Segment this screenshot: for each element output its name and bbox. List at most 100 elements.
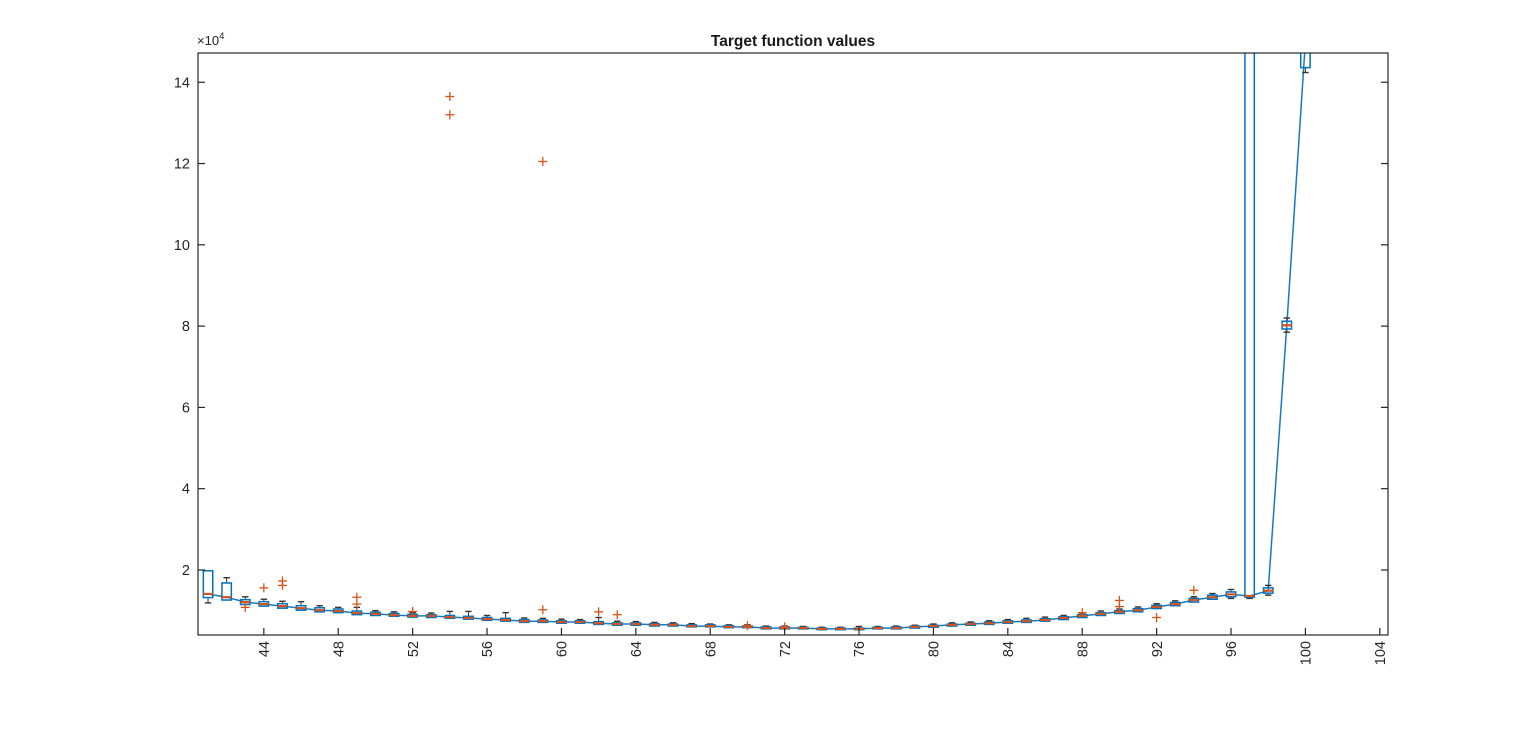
boxplot-group [909, 624, 921, 629]
boxplot-group [500, 611, 512, 622]
exponent-base: ×10 [197, 33, 219, 48]
boxplot-group [295, 600, 307, 611]
x-tick-label: 60 [555, 641, 571, 657]
x-tick-label: 76 [852, 641, 868, 657]
y-tick-label: 10 [174, 238, 190, 254]
boxplot-group [704, 623, 716, 628]
outlier-marker [1114, 595, 1124, 605]
plot-data-layer [202, 53, 1311, 632]
y-tick-label: 4 [182, 482, 190, 498]
boxplot-group [369, 609, 381, 617]
outlier-marker [408, 606, 418, 616]
outlier-marker [445, 91, 455, 101]
boxplot-group [202, 570, 214, 604]
x-tick-label: 80 [927, 641, 943, 657]
boxplot-group [276, 600, 288, 609]
boxplot-group [1262, 584, 1274, 596]
boxplot-group [946, 622, 958, 627]
x-tick-label: 88 [1075, 641, 1091, 657]
boxplot-group [611, 620, 623, 626]
boxplot-group [1132, 606, 1144, 613]
boxplot-group [555, 618, 567, 624]
boxplot-group [1299, 53, 1311, 74]
x-tick-label: 84 [1001, 641, 1017, 657]
y-tick-label: 8 [182, 319, 190, 335]
boxplot-group [388, 611, 400, 618]
box [221, 582, 233, 601]
outlier-marker [594, 607, 604, 617]
boxplot-group [351, 606, 363, 616]
boxplot-group [1281, 317, 1293, 333]
boxplot-group [314, 605, 326, 613]
outlier-marker [538, 157, 548, 167]
x-tick-label: 96 [1224, 641, 1240, 657]
box [1244, 53, 1256, 598]
boxplot-group [648, 621, 660, 627]
boxplot-group [221, 576, 233, 601]
x-tick-label: 104 [1373, 641, 1389, 665]
plot-border [197, 52, 1389, 636]
y-tick-label: 12 [174, 157, 190, 173]
boxplot-group [537, 617, 549, 624]
exponent-power: 4 [219, 31, 224, 42]
outlier-marker [1189, 585, 1199, 595]
boxplot-group [425, 612, 437, 619]
outlier-marker [1152, 613, 1162, 623]
outlier-marker [742, 621, 752, 631]
chart-title: Target function values [711, 33, 875, 50]
outlier-marker [612, 610, 622, 620]
outlier-marker [259, 583, 269, 593]
x-tick-label: 52 [406, 641, 422, 657]
x-tick-label: 92 [1150, 641, 1166, 657]
x-tick-label: 44 [257, 641, 273, 657]
boxplot-group [518, 617, 530, 624]
outlier-marker [277, 576, 287, 586]
boxplot-group [462, 610, 474, 620]
boxplot-group [630, 620, 642, 626]
boxplot-group [834, 626, 846, 631]
outlier-marker [352, 592, 362, 602]
boxplot-group [1020, 617, 1032, 624]
boxplot-group [983, 620, 995, 626]
y-tick-label: 14 [174, 75, 190, 91]
y-axis-exponent-label: ×104 [197, 31, 224, 48]
boxplot-group [1002, 618, 1014, 624]
x-tick-label: 72 [778, 641, 794, 657]
outlier-marker [445, 110, 455, 120]
boxplot-group [574, 618, 586, 624]
boxplot-group [872, 625, 884, 630]
boxplot-group [332, 606, 344, 614]
boxplot-group [797, 625, 809, 630]
boxplot-group [1095, 610, 1107, 617]
boxplot-group [1244, 53, 1256, 600]
boxplot-group [1225, 588, 1237, 600]
boxplot-group [1206, 592, 1218, 600]
x-tick-label: 100 [1299, 641, 1315, 665]
boxplot-group [667, 622, 679, 627]
boxplot-group [1058, 614, 1070, 621]
outlier-marker [1077, 608, 1087, 618]
boxplot-group [686, 622, 698, 628]
x-tick-label: 48 [331, 641, 347, 657]
box [202, 570, 214, 599]
boxplot-group [890, 625, 902, 630]
boxplot-group [1039, 616, 1051, 622]
boxplot-group [258, 598, 270, 607]
outlier-marker [240, 602, 250, 612]
y-tick-label: 6 [182, 400, 190, 416]
boxplot-group [444, 610, 456, 620]
x-tick-label: 64 [629, 641, 645, 657]
boxplot-group [760, 625, 772, 630]
x-tick-label: 56 [480, 641, 496, 657]
boxplot-group [1151, 603, 1163, 610]
boxplot-group [1169, 600, 1181, 607]
median-connecting-line [207, 53, 1306, 630]
boxplot-group [927, 623, 939, 629]
boxplot-group [593, 616, 605, 626]
y-tick-label: 2 [182, 563, 190, 579]
x-tick-label: 68 [703, 641, 719, 657]
box [1299, 53, 1311, 69]
